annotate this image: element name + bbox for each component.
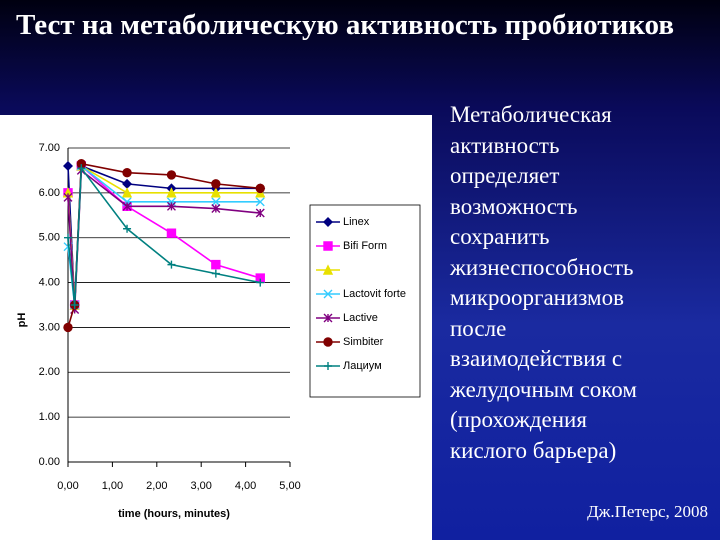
chart: 0.00 1.00 2.00 3.00 4.00 5.00 6.00 7.00 0,00 1,00… [0, 115, 432, 540]
y-tick-label: 6.00 [39, 187, 60, 199]
y-tick-label: 2.00 [39, 366, 60, 378]
slide-title: Тест на метаболическую активность пробио… [15, 9, 674, 41]
y-axis-label: pH [16, 313, 28, 328]
marker [166, 228, 177, 238]
y-tick-label: 1.00 [39, 411, 60, 423]
body-line: возможность [450, 193, 578, 219]
body-line: микроорганизмов [450, 285, 624, 310]
marker [122, 167, 132, 178]
marker [70, 301, 79, 309]
marker [256, 278, 265, 287]
marker [211, 179, 221, 189]
marker [63, 160, 73, 171]
body-line: желудочным соком [450, 376, 637, 402]
legend-marker [323, 217, 333, 227]
marker [64, 233, 72, 242]
marker [123, 224, 132, 233]
marker [122, 201, 132, 211]
legend-marker [324, 362, 332, 370]
body-text: Метаболическая активность определяет возмож… [450, 100, 715, 466]
marker [255, 197, 265, 207]
legend-label: Linex [343, 216, 370, 228]
x-axis-label: time (hours, minutes) [118, 508, 230, 520]
legend-label: Bifi Form [343, 240, 387, 252]
marker [121, 187, 133, 198]
marker [166, 187, 177, 198]
x-tick-label: 2,00 [146, 480, 167, 492]
citation: Дж.Петерс, 2008 [587, 502, 708, 521]
marker [77, 164, 86, 173]
legend-label: Simbiter [343, 336, 384, 348]
y-tick-label: 0.00 [39, 456, 60, 468]
body-line: жизнеспособность [450, 254, 634, 280]
body-line: взаимодействия с [450, 346, 623, 371]
x-tick-label: 4,00 [235, 480, 256, 492]
legend-label: Lactovit forte [343, 288, 406, 300]
marker [166, 201, 176, 211]
body-line: кислого барьера) [450, 437, 617, 463]
marker [255, 208, 265, 218]
y-tick-label: 3.00 [39, 321, 60, 333]
x-tick-label: 1,00 [102, 480, 123, 492]
legend-marker [323, 289, 333, 299]
marker [211, 197, 221, 207]
legend-label: Лациум [343, 360, 382, 372]
x-tick-label: 0,00 [57, 480, 78, 492]
marker [63, 192, 73, 202]
body-line: (прохождения [450, 407, 587, 432]
legend-marker [322, 264, 334, 275]
marker [211, 204, 221, 214]
legend-label: Lactive [343, 312, 378, 324]
y-tick-label: 5.00 [39, 232, 60, 244]
body-line: определяет [450, 163, 560, 188]
body-line: сохранить [450, 224, 550, 249]
y-tick-label: 4.00 [39, 276, 60, 288]
marker [166, 170, 177, 180]
x-tick-label: 3,00 [190, 480, 211, 492]
x-tick-label: 5,00 [279, 480, 300, 492]
legend-marker [323, 241, 333, 251]
body-line: Метаболическая [450, 102, 612, 127]
marker [211, 259, 221, 270]
legend-marker [323, 313, 333, 323]
legend-marker [323, 337, 333, 347]
body-line: после [450, 315, 507, 341]
marker [63, 322, 73, 333]
marker [211, 269, 220, 278]
body-line: активность [450, 132, 560, 158]
marker [167, 260, 176, 269]
marker [255, 183, 265, 194]
marker [210, 187, 221, 198]
y-tick-label: 7.00 [39, 142, 60, 154]
